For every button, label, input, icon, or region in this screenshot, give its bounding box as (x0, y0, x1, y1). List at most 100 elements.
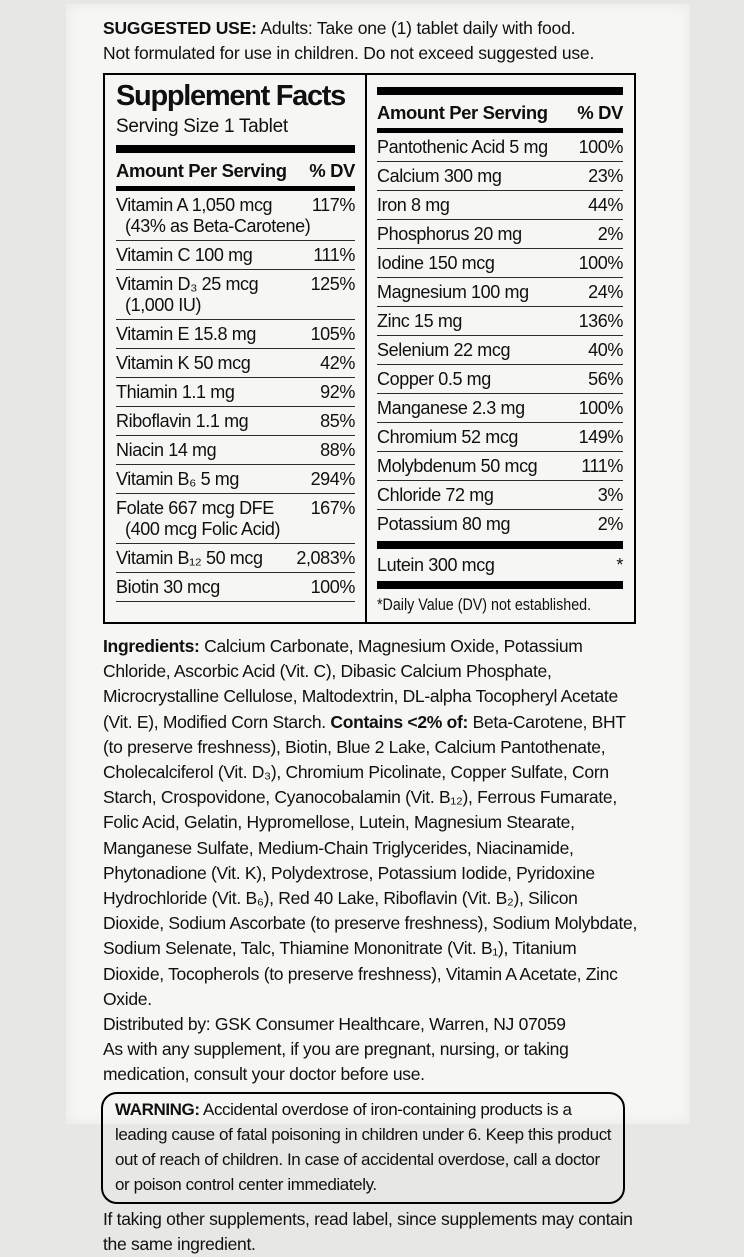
nutrient-dv: 2% (597, 224, 624, 244)
nutrient-row: Iodine 150 mcg 100% (377, 249, 623, 278)
nutrient-name: Chromium 52 mcg (377, 427, 519, 447)
nutrient-name: Pantothenic Acid 5 mg (377, 137, 548, 157)
nutrient-name: Riboflavin 1.1 mg (116, 411, 249, 431)
right-nutrient-rows: Pantothenic Acid 5 mg 100% Calcium 300 mg 2… (377, 133, 623, 538)
nutrient-name: Selenium 22 mcg (377, 340, 511, 360)
serving-size: Serving Size 1 Tablet (116, 116, 288, 137)
iron-warning-box: WARNING: Accidental overdose of iron-con… (101, 1091, 625, 1204)
nutrient-row: Chromium 52 mcg 149% (377, 423, 623, 452)
nutrient-row: Thiamin 1.1 mg 92% (116, 378, 355, 407)
warning-label: WARNING: (115, 1099, 200, 1119)
nutrient-row: Niacin 14 mg 88% (116, 436, 355, 465)
nutrient-dv: 3% (597, 485, 624, 505)
contains-label: Contains <2% of: (330, 711, 469, 732)
nutrient-dv: 2% (597, 514, 624, 534)
ingredients-label: Ingredients: (103, 636, 200, 656)
nutrient-dv: 23% (588, 166, 623, 186)
left-column-header: Amount Per Serving % DV (116, 157, 355, 184)
nutrient-row: Calcium 300 mg 23% (377, 162, 623, 191)
nutrient-row: Chloride 72 mg 3% (377, 481, 623, 510)
separator-bar (377, 581, 623, 589)
nutrient-dv: 56% (588, 369, 623, 389)
nutrient-name: Copper 0.5 mg (377, 369, 491, 389)
nutrient-row: Vitamin B₁₂ 50 mcg 2,083% (116, 544, 355, 573)
column-header-dv: % DV (309, 160, 355, 181)
pregnancy-warning-line: As with any supplement, if you are pregn… (103, 1039, 569, 1085)
nutrient-dv: 100% (310, 577, 356, 597)
nutrient-dv: 149% (578, 427, 624, 447)
nutrient-row: Vitamin E 15.8 mg 105% (116, 320, 355, 349)
nutrient-name: Vitamin C 100 mg (116, 245, 253, 265)
nutrient-name: Vitamin D₃ 25 mcg (116, 274, 259, 294)
nutrient-note: (400 mcg Folic Acid) (125, 519, 281, 539)
column-header-amount: Amount Per Serving (377, 102, 548, 123)
facts-right-column: Amount Per Serving % DV Pantothenic Acid… (365, 75, 633, 622)
nutrient-dv: 40% (588, 340, 623, 360)
supplement-facts-panel: Supplement Facts Serving Size 1 Tablet A… (103, 73, 636, 624)
left-nutrient-rows: Vitamin A 1,050 mcg 117% (43% as Beta-Caro… (116, 191, 355, 602)
suggested-use-label: SUGGESTED USE: (103, 18, 257, 38)
nutrient-name: Calcium 300 mg (377, 166, 502, 186)
nutrient-dv: 105% (310, 324, 356, 344)
distributed-by-line: Distributed by: GSK Consumer Healthcare,… (103, 1014, 566, 1035)
nutrient-row: Biotin 30 mcg 100% (116, 573, 355, 602)
body-copy: Ingredients: Calcium Carbonate, Magnesiu… (103, 634, 640, 1088)
nutrient-row: Vitamin B₆ 5 mg 294% (116, 465, 355, 494)
dv-footnote: *Daily Value (DV) not established. (377, 595, 592, 614)
nutrient-dv: 136% (578, 311, 624, 331)
column-header-dv: % DV (577, 102, 623, 123)
nutrient-row: Riboflavin 1.1 mg 85% (116, 407, 355, 436)
nutrient-dv: 88% (320, 440, 355, 460)
nutrient-row: Zinc 15 mg 136% (377, 307, 623, 336)
nutrient-row: Manganese 2.3 mg 100% (377, 394, 623, 423)
nutrient-name: Molybdenum 50 mcg (377, 456, 538, 476)
nutrient-row: Phosphorus 20 mg 2% (377, 220, 623, 249)
facts-left-column: Supplement Facts Serving Size 1 Tablet A… (105, 75, 365, 622)
nutrient-dv: 294% (310, 469, 356, 489)
nutrient-name: Iodine 150 mcg (377, 253, 495, 273)
separator-bar (116, 186, 355, 191)
nutrient-dv: 125% (310, 274, 356, 294)
ingredients-part1: Calcium Carbonate, Magnesium Oxide, Pota… (103, 636, 618, 732)
nutrient-dv: 117% (311, 195, 356, 215)
nutrient-name: Niacin 14 mg (116, 440, 217, 460)
nutrient-row: Iron 8 mg 44% (377, 191, 623, 220)
nutrient-name: Vitamin K 50 mcg (116, 353, 251, 373)
facts-title: Supplement Facts (116, 80, 346, 112)
suggested-use-line1-rest: Adults: Take one (1) tablet daily with f… (256, 18, 576, 38)
nutrient-dv: 111% (313, 245, 355, 265)
nutrient-dv: 100% (578, 137, 624, 157)
ingredients-paragraph: Ingredients: Calcium Carbonate, Magnesiu… (103, 634, 640, 1012)
nutrient-name: Manganese 2.3 mg (377, 398, 525, 418)
suggested-use-text: SUGGESTED USE: Adults: Take one (1) tabl… (103, 16, 676, 66)
lutein-row: Lutein 300 mcg * (377, 552, 623, 578)
nutrient-dv: 44% (588, 195, 623, 215)
nutrient-name: Iron 8 mg (377, 195, 450, 215)
nutrient-row: Potassium 80 mg 2% (377, 510, 623, 538)
nutrient-name: Magnesium 100 mg (377, 282, 529, 302)
nutrient-name: Zinc 15 mg (377, 311, 463, 331)
nutrient-name: Potassium 80 mg (377, 514, 511, 534)
separator-bar (116, 145, 355, 153)
nutrient-row: Copper 0.5 mg 56% (377, 365, 623, 394)
nutrient-row: Vitamin D₃ 25 mcg 125% (1,000 IU) (116, 270, 355, 320)
product-label: SUGGESTED USE: Adults: Take one (1) tabl… (66, 4, 690, 1254)
separator-bar (377, 541, 623, 549)
nutrient-dv: 92% (320, 382, 355, 402)
nutrient-name: Folate 667 mcg DFE (116, 498, 274, 518)
ingredients-part2: Beta-Carotene, BHT (to preserve freshnes… (103, 711, 638, 1009)
nutrient-name: Vitamin B₁₂ 50 mcg (116, 548, 263, 568)
nutrient-dv: 42% (320, 353, 355, 373)
nutrient-row: Vitamin K 50 mcg 42% (116, 349, 355, 378)
nutrient-row: Folate 667 mcg DFE 167% (400 mcg Folic Aci… (116, 494, 355, 544)
nutrient-row: Selenium 22 mcg 40% (377, 336, 623, 365)
nutrient-name: Vitamin E 15.8 mg (116, 324, 256, 344)
nutrient-dv: 111% (581, 456, 623, 476)
nutrient-row: Molybdenum 50 mcg 111% (377, 452, 623, 481)
nutrient-row: Vitamin C 100 mg 111% (116, 241, 355, 270)
separator-bar (377, 87, 623, 95)
right-column-header: Amount Per Serving % DV (377, 99, 623, 126)
nutrient-dv: 100% (578, 253, 624, 273)
nutrient-row: Pantothenic Acid 5 mg 100% (377, 133, 623, 162)
nutrient-note: (1,000 IU) (125, 295, 202, 315)
